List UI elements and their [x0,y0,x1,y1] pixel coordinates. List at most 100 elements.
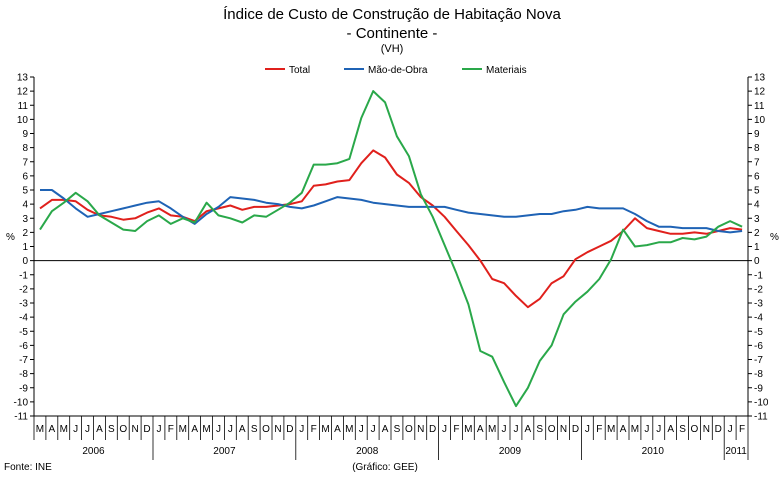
legend: Total Mão-de-Obra Materiais [265,65,527,76]
y-tick-label-right: 6 [754,171,760,182]
x-tick-label-month: J [728,424,733,435]
x-tick-label-month: S [679,424,686,435]
x-tick-label-month: N [560,424,567,435]
y-tick-label-left: 12 [17,87,29,98]
x-tick-label-month: F [596,424,602,435]
y-tick-label-right: 12 [754,87,766,98]
y-tick-label-right: -11 [754,412,768,423]
x-tick-label-month: J [644,424,649,435]
y-tick-label-right: -10 [754,397,769,408]
x-tick-label-month: A [477,424,484,435]
x-tick-label-month: A [620,424,627,435]
y-tick-label-right: 5 [754,186,760,197]
x-tick-label-month: M [631,424,639,435]
x-tick-label-month: A [49,424,56,435]
y-tick-label-right: 2 [754,228,760,239]
x-tick-label-month: F [168,424,174,435]
x-tick-label-month: D [715,424,722,435]
x-tick-label-month: J [359,424,364,435]
y-tick-label-left: -6 [19,341,28,352]
chart-title: Índice de Custo de Construção de Habitaç… [223,6,561,23]
y-tick-label-left: 6 [22,171,28,182]
x-tick-label-month: J [442,424,447,435]
y-tick-label-left: 8 [22,143,28,154]
x-tick-label-month: D [572,424,579,435]
y-tick-label-right: 11 [754,101,765,112]
y-tick-label-right: 9 [754,129,760,140]
y-tick-label-right: 13 [754,73,766,84]
y-tick-label-right: -6 [754,341,763,352]
x-tick-label-month: M [36,424,44,435]
x-tick-label-year: 2009 [499,446,522,457]
x-tick-label-month: J [228,424,233,435]
x-tick-label-month: A [667,424,674,435]
x-tick-label-month: N [703,424,710,435]
y-tick-label-right: -8 [754,369,763,380]
chart-subtitle: - Continente - [347,25,438,42]
y-tick-label-right: 4 [754,200,760,211]
y-tick-label-right: -2 [754,284,763,295]
y-tick-label-left: -9 [19,383,28,394]
x-tick-label-month: D [286,424,293,435]
y-tick-label-left: -4 [19,313,28,324]
y-tick-label-right: -4 [754,313,763,324]
x-tick-label-month: D [429,424,436,435]
y-tick-label-left: -11 [14,412,28,423]
y-tick-label-right: -1 [754,270,763,281]
y-ticks: -11 -11-10 -10-9 -9-8 -8-7 -7-6 -6-5 -5-4 -4-3 -3… [14,73,769,423]
x-tick-label-month: O [262,424,270,435]
y-tick-label-left: 5 [22,186,28,197]
x-tick-label-month: A [525,424,532,435]
y-tick-label-left: 9 [22,129,28,140]
y-tick-label-right: 0 [754,256,760,267]
y-tick-label-left: 13 [17,73,29,84]
x-tick-label-year: 2008 [356,446,379,457]
x-tick-label-month: O [119,424,127,435]
y-tick-label-left: -1 [19,270,28,281]
y-tick-label-right: 10 [754,115,766,126]
x-tick-label-month: J [585,424,590,435]
x-tick-label-month: J [299,424,304,435]
x-tick-label-month: F [453,424,459,435]
y-tick-label-left: -8 [19,369,28,380]
x-tick-label-month: A [191,424,198,435]
y-tick-label-left: 3 [22,214,28,225]
x-tick-label-month: J [371,424,376,435]
series-lines [39,90,743,408]
x-tick-label-month: M [607,424,615,435]
x-tick-label-month: M [60,424,68,435]
x-tick-label-month: S [251,424,258,435]
y-tick-label-left: 2 [22,228,28,239]
y-tick-label-right: -7 [754,355,763,366]
series-line-m-o-de-obra [40,189,743,234]
x-tick-label-month: M [464,424,472,435]
y-tick-label-right: 8 [754,143,760,154]
y-tick-label-right: -5 [754,327,763,338]
series-line-materiais [39,90,743,408]
x-tick-label-month: J [85,424,90,435]
x-tick-label-month: N [274,424,281,435]
x-tick-label-month: F [311,424,317,435]
y-axis-label-left: % [6,232,15,243]
legend-label: Total [289,65,310,76]
x-tick-label-month: A [334,424,341,435]
y-tick-label-left: 7 [22,157,28,168]
x-tick-label-month: M [179,424,187,435]
x-tick-label-month: J [656,424,661,435]
x-tick-label-year: 2010 [642,446,665,457]
x-tick-label-month: A [96,424,103,435]
x-tick-label-month: M [488,424,496,435]
x-tick-label-month: S [108,424,115,435]
y-tick-label-left: 4 [22,200,28,211]
credit-note: (Gráfico: GEE) [352,462,418,473]
y-tick-label-left: -2 [19,284,28,295]
y-tick-label-right: 1 [754,242,760,253]
x-tick-label-year: 2007 [213,446,236,457]
x-tick-label-month: J [156,424,161,435]
x-tick-label-month: N [132,424,139,435]
y-tick-label-left: 0 [22,256,28,267]
y-tick-label-right: -9 [754,383,763,394]
x-tick-label-year: 2006 [82,446,105,457]
